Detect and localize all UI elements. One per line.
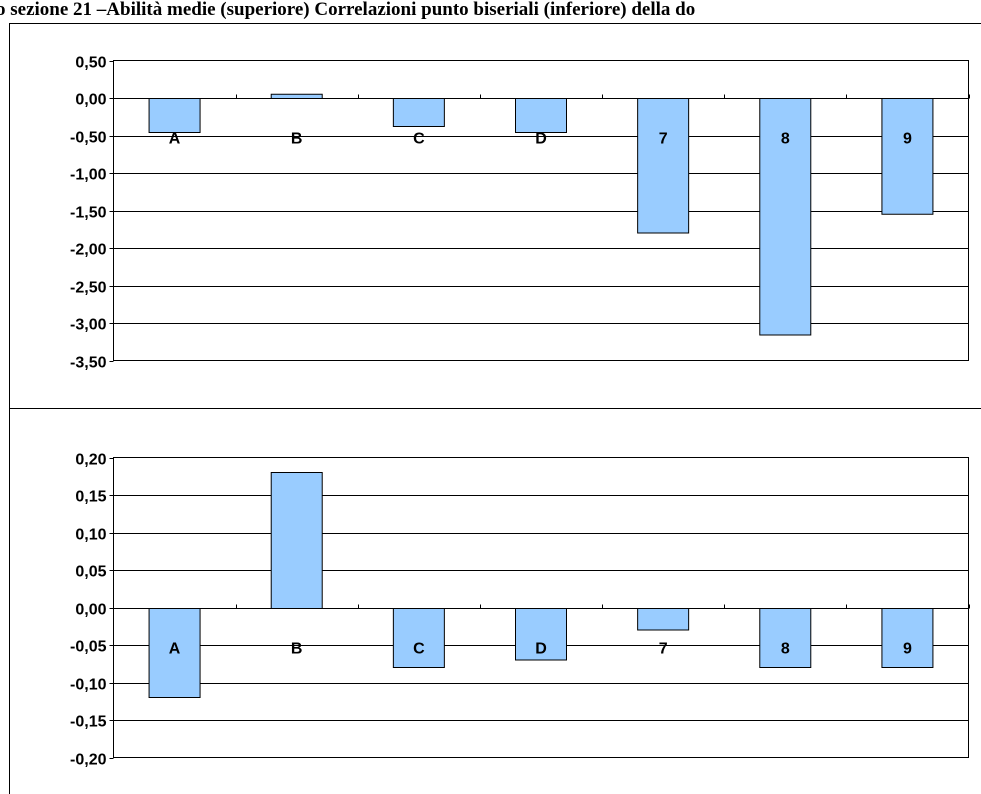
bar: [637, 608, 690, 631]
y-tick-label: 0,20: [75, 452, 106, 469]
bar: [270, 472, 323, 609]
y-tick-label: -2,50: [70, 280, 107, 297]
y-tick-label: -0,20: [70, 752, 107, 769]
category-label: A: [169, 131, 181, 148]
y-tick-label: -1,50: [70, 205, 107, 222]
category-label: 8: [781, 131, 790, 148]
bar: [881, 98, 934, 215]
y-tick-label: -3,50: [70, 355, 107, 372]
plot-area: [113, 60, 969, 361]
correlation-chart: 0,20 0,15 0,10 0,05 0,00 -0,05 -0,10 -0,15 -0,20…: [70, 452, 970, 769]
y-tick-label: 0,15: [75, 489, 106, 506]
bar: [148, 608, 201, 698]
plot-area: [113, 457, 969, 758]
y-tick-label: -0,05: [70, 639, 107, 656]
y-tick-label: -0,15: [70, 714, 107, 731]
bar: [270, 93, 323, 99]
y-tick-label: -2,00: [70, 242, 107, 259]
category-label: C: [413, 131, 425, 148]
y-tick-label: -0,10: [70, 677, 107, 694]
y-tick-label: 0,00: [75, 602, 106, 619]
y-tick-label: 0,50: [75, 55, 106, 72]
category-label: 9: [903, 641, 912, 658]
y-tick-label: 0,05: [75, 564, 106, 581]
y-tick-label: -1,00: [70, 167, 107, 184]
bar: [515, 98, 567, 133]
bar: [148, 98, 201, 133]
category-label: B: [291, 131, 303, 148]
y-tick-label: -0,50: [70, 130, 107, 147]
y-tick-label: 0,00: [75, 92, 106, 109]
ability-chart: 0,50 0,00 -0,50 -1,00 -1,50 -2,00 -2,50 -3,00 -3…: [70, 55, 970, 372]
top-chart-border: [9, 23, 981, 409]
bar: [392, 608, 445, 668]
category-label: C: [413, 641, 425, 658]
bar: [637, 98, 690, 234]
bar: [515, 608, 567, 661]
bar: [881, 608, 934, 668]
bottom-chart-border: [9, 408, 981, 794]
bar: [759, 608, 812, 668]
category-label: 7: [659, 131, 668, 148]
chart-title-text: o sezione 21 –Abilità medie (superiore) …: [0, 0, 696, 20]
category-label: B: [291, 641, 303, 658]
category-label: 7: [659, 641, 668, 658]
category-label: 8: [781, 641, 790, 658]
bar: [392, 98, 445, 127]
y-tick-label: -3,00: [70, 317, 107, 334]
category-label: A: [169, 641, 181, 658]
category-label: D: [535, 641, 547, 658]
category-label: 9: [903, 131, 912, 148]
category-label: D: [535, 131, 547, 148]
y-tick-label: 0,10: [75, 527, 106, 544]
chart-title: o sezione 21 –Abilità medie (superiore) …: [0, 0, 981, 22]
